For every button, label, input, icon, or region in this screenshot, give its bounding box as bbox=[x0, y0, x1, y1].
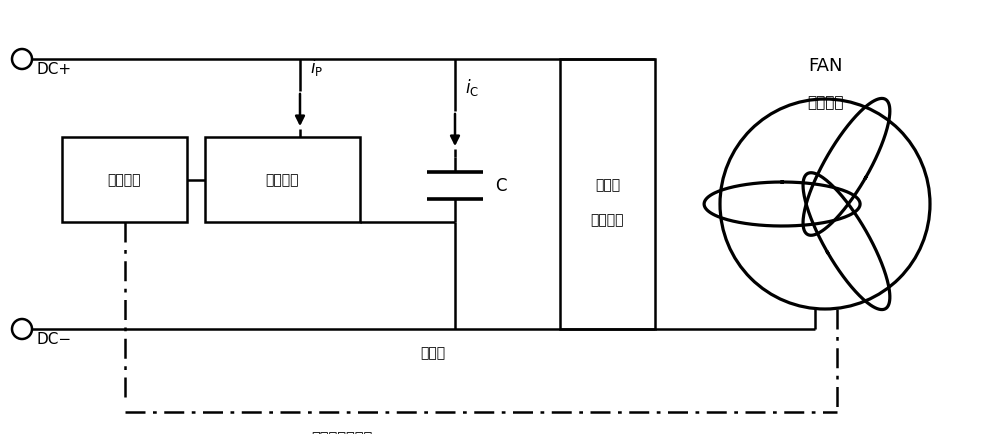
Text: 开关电源: 开关电源 bbox=[266, 173, 299, 187]
Text: FAN: FAN bbox=[808, 57, 842, 75]
Text: C: C bbox=[495, 177, 507, 195]
Text: （风机）: （风机） bbox=[807, 95, 843, 110]
Text: 电源线: 电源线 bbox=[420, 345, 445, 359]
Text: DC−: DC− bbox=[36, 332, 71, 347]
Text: 串联侧: 串联侧 bbox=[595, 178, 620, 191]
Text: 控制线（通讯）: 控制线（通讯） bbox=[312, 430, 373, 434]
Bar bbox=[62, 138, 187, 223]
Text: 变换桥臂: 变换桥臂 bbox=[591, 213, 624, 227]
Bar bbox=[560, 60, 655, 329]
Text: DC+: DC+ bbox=[36, 62, 71, 77]
Text: $i_{\rm P}$: $i_{\rm P}$ bbox=[310, 57, 323, 78]
Text: $i_{\rm C}$: $i_{\rm C}$ bbox=[465, 77, 479, 98]
Text: 控制板卡: 控制板卡 bbox=[108, 173, 141, 187]
Bar bbox=[205, 138, 360, 223]
